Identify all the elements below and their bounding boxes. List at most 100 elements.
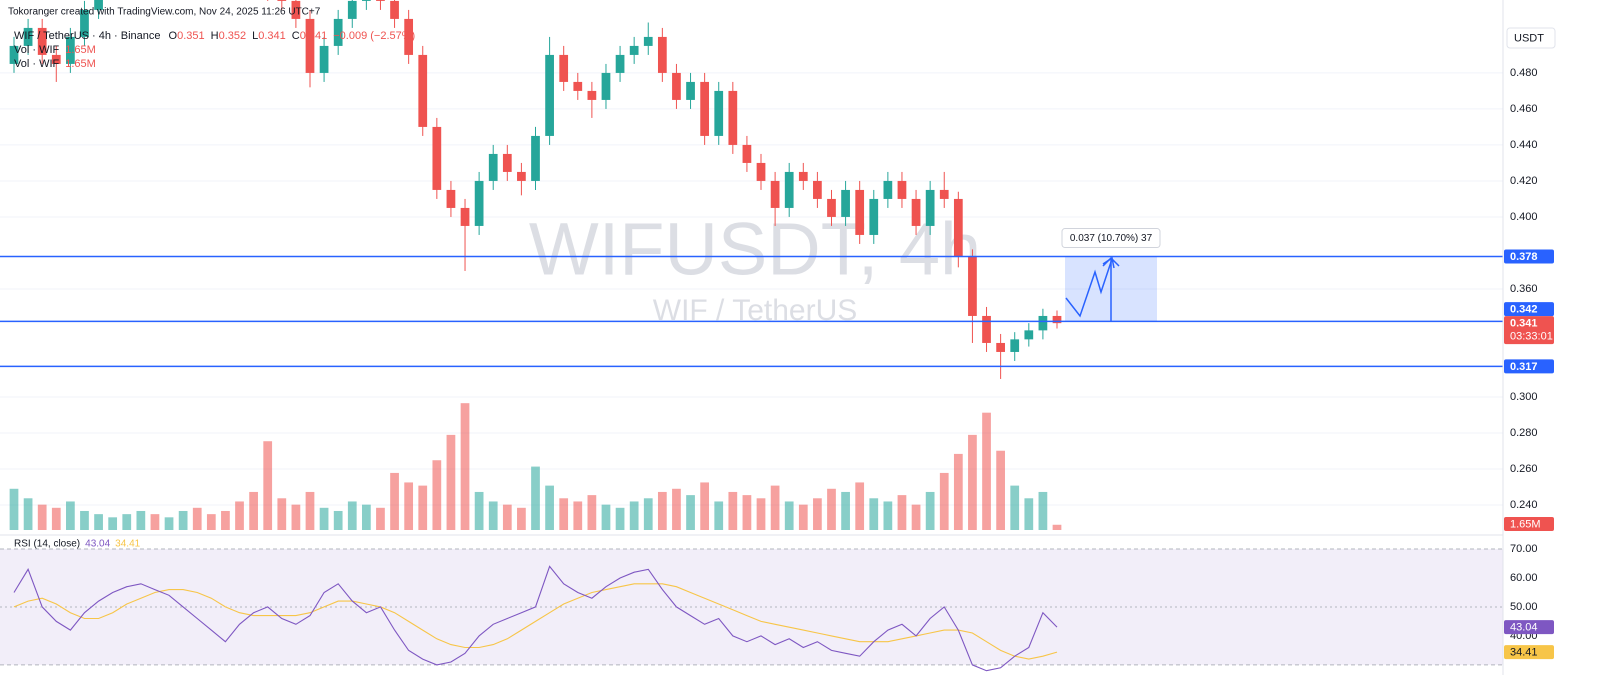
candle-body — [573, 81, 583, 91]
volume-bar — [333, 510, 343, 530]
rsi-title: RSI (14, close) — [14, 539, 80, 550]
measure-label-box — [1061, 228, 1161, 249]
volume-bar — [686, 495, 695, 530]
volume-bar — [545, 485, 554, 530]
candle-body — [460, 207, 470, 226]
candle-body — [657, 36, 667, 73]
rsi-value-tag-label: 43.04 — [1510, 622, 1538, 634]
candle-body — [418, 54, 428, 127]
volume-bar — [235, 501, 244, 530]
volume-bar — [361, 504, 371, 530]
volume-bar — [192, 507, 202, 530]
candle-body — [643, 36, 653, 46]
volume-bar — [714, 501, 724, 530]
candle-body — [813, 180, 822, 199]
volume-bar — [939, 472, 949, 530]
volume-bar — [883, 501, 893, 530]
candle-body — [432, 126, 442, 190]
candle-body — [601, 72, 611, 100]
axis-layer: 0.480 0.460 0.440 0.420 0.400 0.360 0.300 0.280… — [1504, 67, 1554, 660]
y-tick-label: 0.420 — [1510, 175, 1538, 187]
candle-body — [672, 72, 681, 100]
candle-body — [615, 54, 625, 73]
candle-body — [953, 198, 963, 257]
candle-body — [390, 0, 399, 19]
rsi-legend-ma: 34.41 — [115, 539, 140, 550]
ohlc-key: C — [292, 30, 300, 42]
overlay: 0.037 (10.70%) 37 — [1061, 228, 1161, 322]
level-tag-label: 0.378 — [1510, 251, 1538, 263]
ohlc-key: O — [169, 30, 178, 42]
y-tick-label: 0.300 — [1510, 391, 1538, 403]
rsi-tick-label: 60.00 — [1510, 572, 1538, 584]
candle-body — [517, 171, 526, 181]
ohlc-key: H — [211, 30, 219, 42]
level-tag — [1504, 249, 1554, 264]
volume-bar — [291, 504, 301, 530]
volume-bar — [277, 498, 287, 530]
candle-body — [37, 27, 47, 55]
candle-body — [404, 18, 414, 55]
ohlc-value: 0.341 — [258, 30, 286, 42]
volume-bar — [446, 434, 456, 530]
candle-body — [827, 198, 836, 217]
volume-bar — [150, 514, 160, 530]
rsi-legend-value: 43.04 — [85, 539, 110, 550]
volume-bar — [418, 485, 428, 530]
volume-bar — [263, 441, 273, 530]
currency-box — [1506, 27, 1556, 49]
level-tag-label: 0.342 — [1510, 304, 1538, 316]
volume-bar — [9, 488, 19, 530]
level-tag — [1504, 359, 1554, 374]
candle-body — [700, 81, 710, 136]
volume-bar — [953, 453, 963, 530]
volume-bar — [841, 491, 850, 530]
volume-bar — [488, 501, 498, 530]
volume-bar — [925, 491, 935, 530]
candle-body — [714, 90, 724, 136]
volume-legend-value: 1.65M — [65, 44, 96, 56]
y-tick-label: 0.480 — [1510, 67, 1538, 79]
candle-body — [277, 0, 287, 1]
candle-body — [925, 189, 935, 226]
volume-bar — [784, 501, 794, 530]
candle-body — [9, 45, 19, 64]
volume-bar — [136, 510, 146, 530]
volume-bar — [517, 507, 526, 530]
countdown: 03:33:01 — [1510, 331, 1553, 343]
ohlc-value: 0.352 — [219, 30, 247, 42]
volume-bar — [897, 495, 907, 530]
y-tick-label: 0.240 — [1510, 499, 1538, 511]
candle-body — [939, 189, 949, 199]
volume-tag — [1504, 517, 1554, 531]
volume-bar — [657, 491, 667, 530]
symbol: WIF / TetherUS · 4h · Binance — [14, 30, 161, 42]
volume-bar — [460, 403, 470, 530]
volume-bar — [968, 434, 977, 530]
projection-path — [1065, 258, 1113, 318]
candle-body — [333, 18, 343, 46]
volume-legend-name: Vol · WIF — [14, 44, 60, 56]
volume-bar — [51, 507, 61, 530]
candle-body — [841, 189, 850, 217]
volume-bar — [573, 501, 583, 530]
rsi-value-tag — [1504, 620, 1554, 635]
volume-bar — [66, 501, 75, 530]
candle-body — [982, 315, 991, 343]
candle-body — [1038, 315, 1048, 331]
measure-arrowhead — [1102, 256, 1120, 267]
volume-legend: Vol · WIF 1.65M Vol · WIF 1.65M — [14, 44, 96, 70]
volume-bar — [178, 510, 188, 530]
volume-bar — [615, 507, 625, 530]
ohlc-key: L — [252, 30, 258, 42]
volume-bar — [347, 501, 357, 530]
volume-bar — [122, 514, 132, 530]
volume-bar — [502, 504, 512, 530]
rsi-pane — [0, 548, 1503, 672]
volume-bar — [206, 514, 216, 530]
candle-body — [756, 162, 766, 181]
volume-bar — [249, 491, 258, 530]
level-tag — [1504, 302, 1554, 317]
candle-body — [319, 45, 329, 73]
